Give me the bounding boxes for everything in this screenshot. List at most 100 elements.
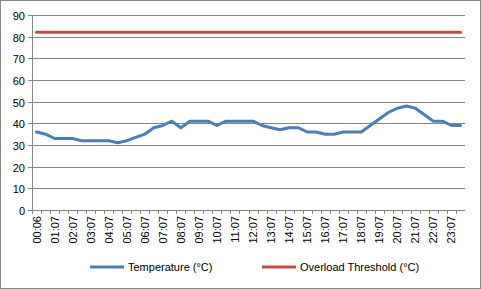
x-tick <box>402 210 403 214</box>
x-tick <box>212 210 213 214</box>
x-tick <box>276 210 277 214</box>
x-tick <box>50 210 51 214</box>
y-tick <box>28 123 32 124</box>
x-tick-label: 19:07 <box>373 216 385 244</box>
x-tick <box>393 210 394 214</box>
x-tick <box>330 210 331 214</box>
legend-swatch <box>90 266 124 269</box>
x-tick <box>411 210 412 214</box>
legend-swatch <box>262 266 296 269</box>
x-tick <box>59 210 60 214</box>
y-tick-label: 10 <box>13 183 25 195</box>
x-tick <box>203 210 204 214</box>
x-tick <box>375 210 376 214</box>
x-tick <box>122 210 123 214</box>
x-axis <box>32 210 465 211</box>
x-tick <box>230 210 231 214</box>
x-tick-label: 08:07 <box>175 216 187 244</box>
grid-line <box>32 188 465 189</box>
x-tick <box>249 210 250 214</box>
x-tick <box>285 210 286 214</box>
grid-line <box>32 37 465 38</box>
grid-line <box>32 58 465 59</box>
grid-line <box>32 210 465 211</box>
x-tick <box>339 210 340 214</box>
x-tick <box>348 210 349 214</box>
x-tick <box>41 210 42 214</box>
x-tick-label: 09:07 <box>193 216 205 244</box>
x-tick-label: 12:07 <box>247 216 259 244</box>
legend-label: Overload Threshold (°C) <box>300 261 419 273</box>
legend-label: Temperature (°C) <box>128 261 212 273</box>
chart: 010203040506070809000:0601:0702:0703:070… <box>0 0 481 289</box>
y-axis <box>32 15 33 210</box>
x-tick-label: 05:07 <box>121 216 133 244</box>
x-tick <box>447 210 448 214</box>
grid-line <box>32 123 465 124</box>
x-tick-label: 02:07 <box>67 216 79 244</box>
x-tick-label: 22:07 <box>427 216 439 244</box>
x-tick-label: 20:07 <box>391 216 403 244</box>
x-tick <box>131 210 132 214</box>
chart-frame <box>1 1 481 289</box>
y-tick-label: 20 <box>13 162 25 174</box>
x-tick <box>149 210 150 214</box>
x-tick-label: 18:07 <box>355 216 367 244</box>
grid-line <box>32 102 465 103</box>
x-tick <box>86 210 87 214</box>
x-tick <box>77 210 78 214</box>
grid-line <box>32 145 465 146</box>
x-tick-label: 11:07 <box>229 216 241 243</box>
x-tick-label: 21:07 <box>409 216 421 244</box>
x-tick <box>194 210 195 214</box>
x-tick <box>32 210 33 214</box>
y-tick-label: 60 <box>13 75 25 87</box>
x-tick <box>420 210 421 214</box>
x-tick-label: 14:07 <box>283 216 295 244</box>
x-tick-label: 15:07 <box>301 216 313 244</box>
y-tick-label: 40 <box>13 118 25 130</box>
x-tick-label: 13:07 <box>265 216 277 244</box>
x-tick <box>267 210 268 214</box>
y-tick-label: 80 <box>13 32 25 44</box>
x-tick <box>321 210 322 214</box>
x-tick <box>429 210 430 214</box>
x-tick <box>438 210 439 214</box>
x-tick <box>384 210 385 214</box>
x-tick-label: 01:07 <box>49 216 61 244</box>
y-tick <box>28 167 32 168</box>
y-tick <box>28 15 32 16</box>
x-tick <box>366 210 367 214</box>
x-tick <box>357 210 358 214</box>
x-tick <box>294 210 295 214</box>
y-tick <box>28 210 32 211</box>
x-tick <box>140 210 141 214</box>
y-tick-label: 50 <box>13 97 25 109</box>
x-tick <box>176 210 177 214</box>
y-tick <box>28 145 32 146</box>
x-tick-label: 07:07 <box>157 216 169 244</box>
x-tick-label: 00:06 <box>31 216 43 244</box>
y-tick-label: 70 <box>13 53 25 65</box>
x-tick <box>113 210 114 214</box>
y-tick-label: 90 <box>13 10 25 22</box>
y-tick <box>28 37 32 38</box>
y-tick <box>28 58 32 59</box>
x-tick-label: 03:07 <box>85 216 97 244</box>
grid-line <box>32 15 465 16</box>
series-line <box>37 106 461 143</box>
x-tick <box>68 210 69 214</box>
x-tick <box>104 210 105 214</box>
series-group <box>37 32 461 143</box>
y-tick <box>28 80 32 81</box>
x-tick <box>456 210 457 214</box>
y-tick <box>28 188 32 189</box>
x-tick-label: 04:07 <box>103 216 115 244</box>
grid-line <box>32 80 465 81</box>
x-tick <box>185 210 186 214</box>
x-tick <box>312 210 313 214</box>
y-tick <box>28 102 32 103</box>
x-tick-label: 10:07 <box>211 216 223 244</box>
series-line <box>37 31 461 34</box>
y-tick-label: 30 <box>13 140 25 152</box>
